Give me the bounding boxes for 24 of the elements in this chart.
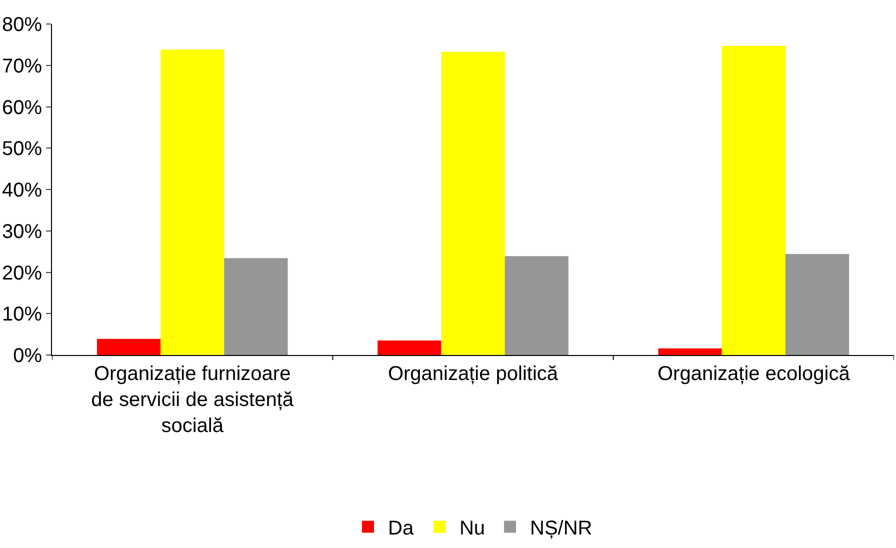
y-tick-label: 50%	[2, 138, 42, 160]
y-tick-label: 40%	[2, 180, 42, 202]
bar	[378, 340, 442, 355]
y-tick-label: 80%	[2, 14, 42, 36]
bar	[441, 52, 505, 355]
bar	[224, 258, 288, 355]
legend-label: Da	[388, 518, 414, 540]
x-tick-label: Organizație ecologică	[658, 363, 851, 385]
x-tick-label: Organizație politică	[388, 363, 559, 385]
y-tick-label: 30%	[2, 220, 42, 243]
legend-label: Nu	[459, 518, 486, 540]
x-tick-label: Organizație furnizoare de servicii de asistență socială	[91, 363, 294, 437]
y-tick-label: 60%	[2, 96, 42, 119]
bar	[504, 256, 568, 355]
bar	[722, 46, 786, 355]
bar	[658, 348, 722, 355]
y-tick-label: 0%	[13, 345, 42, 367]
bar	[160, 50, 224, 355]
y-tick-label: 10%	[2, 304, 42, 326]
bar	[785, 254, 850, 355]
y-tick-label: 70%	[2, 55, 42, 78]
legend-label: NȘ/NR	[530, 518, 592, 540]
y-tick-label: 20%	[2, 262, 42, 284]
bar	[96, 338, 161, 355]
